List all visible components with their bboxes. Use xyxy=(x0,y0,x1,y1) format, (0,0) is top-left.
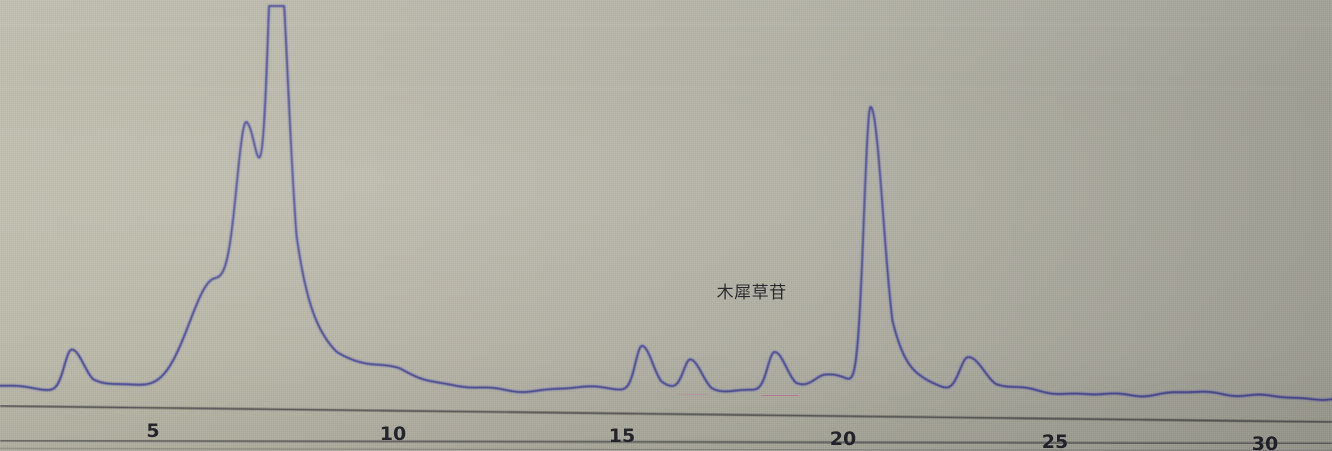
annotation-luteoloside: 木犀草苷 xyxy=(716,282,787,303)
x-tick-label-15: 15 xyxy=(608,425,636,448)
window-bottom-frame xyxy=(0,439,1332,451)
x-tick-label-10: 10 xyxy=(379,422,407,445)
signal-trace xyxy=(0,3,1332,403)
x-tick-label-5: 5 xyxy=(146,419,160,442)
x-tick-label-20: 20 xyxy=(829,428,857,451)
x-tick-label-30: 30 xyxy=(1251,433,1279,451)
x-axis xyxy=(0,405,1332,433)
x-tick-label-25: 25 xyxy=(1041,430,1069,451)
